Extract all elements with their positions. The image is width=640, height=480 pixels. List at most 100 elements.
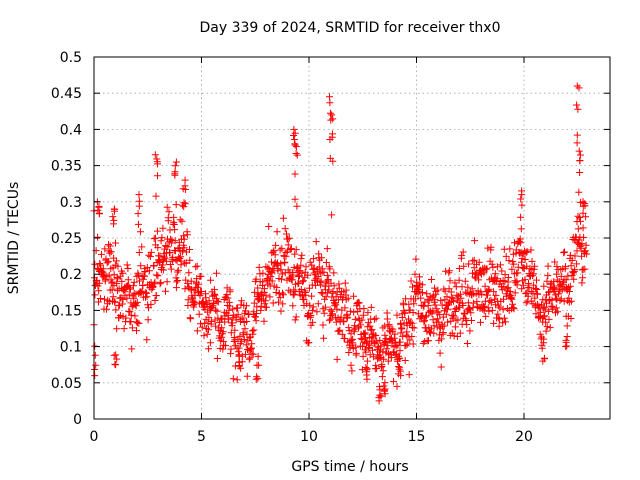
data-point [281,258,289,266]
data-point [425,337,432,345]
data-point [455,265,463,272]
data-point [521,276,529,284]
data-point [324,276,332,283]
data-point [196,292,204,300]
data-point [429,307,437,315]
data-point [126,284,134,292]
data-point [357,321,365,329]
data-point [566,251,574,259]
data-point [574,225,582,233]
data-point [176,216,184,224]
data-point [363,357,371,365]
data-point [441,287,449,295]
data-point [231,336,239,344]
data-point [270,247,278,255]
data-point [139,282,147,289]
data-point [195,280,203,288]
chart-title: Day 339 of 2024, SRMTID for receiver thx… [200,20,501,36]
data-point [243,318,251,325]
data-point [553,270,561,278]
data-point [446,299,453,307]
data-point [483,265,491,273]
data-point [393,382,401,390]
data-point [544,307,552,315]
data-point [154,244,162,252]
data-point [152,192,160,200]
data-point [463,321,471,328]
data-point [238,297,246,305]
data-point [291,250,299,258]
data-point [541,306,549,314]
data-point [113,280,121,288]
data-point [235,344,243,352]
data-point [471,237,479,245]
data-point [276,246,284,254]
data-point [434,286,442,294]
data-point [187,277,195,285]
data-point [240,336,248,343]
data-point [308,306,316,314]
data-point [411,270,419,278]
data-point [307,311,315,319]
data-point [127,311,135,319]
data-point [510,260,518,268]
data-point [189,297,197,305]
data-point [107,248,115,256]
data-point [162,287,169,295]
data-point [581,265,589,273]
data-point [540,282,548,290]
data-point [385,321,393,329]
data-point [492,291,500,299]
data-point [567,262,575,270]
data-point [389,325,397,333]
data-point [328,310,336,318]
data-point [158,261,166,269]
data-point [520,264,528,272]
data-point [524,292,532,300]
data-point [568,257,576,264]
data-point [96,260,104,267]
data-point [126,308,134,316]
y-tick-label: 0.05 [51,376,82,392]
data-point [449,294,457,302]
data-point [543,277,551,285]
data-point [549,303,557,311]
data-point [316,269,324,277]
data-point [91,260,99,268]
data-point [264,264,272,272]
data-point [575,147,583,155]
data-point [284,241,292,249]
data-point [370,353,378,361]
data-point [263,303,270,311]
data-point [317,289,325,296]
data-point [329,288,337,295]
data-point [278,270,286,278]
data-point [135,197,143,205]
data-point [273,283,281,291]
data-point [255,361,263,369]
data-point [279,300,287,308]
data-point [338,330,346,338]
data-point [206,339,214,347]
data-point [344,294,352,302]
data-point [192,263,200,271]
data-point [396,338,404,346]
data-point [205,313,213,321]
data-point [298,269,306,277]
data-point [397,329,405,337]
data-point [133,327,140,335]
data-point [166,249,174,257]
data-point [242,302,250,310]
data-point [409,340,417,348]
data-point [112,239,119,247]
data-point [469,257,477,265]
data-point [527,288,535,295]
data-point [379,348,387,356]
data-point [581,247,589,255]
data-point [444,318,452,326]
data-point [244,337,252,345]
data-point [437,363,445,371]
data-point [222,342,229,350]
data-point [451,279,459,287]
data-point [101,277,109,285]
